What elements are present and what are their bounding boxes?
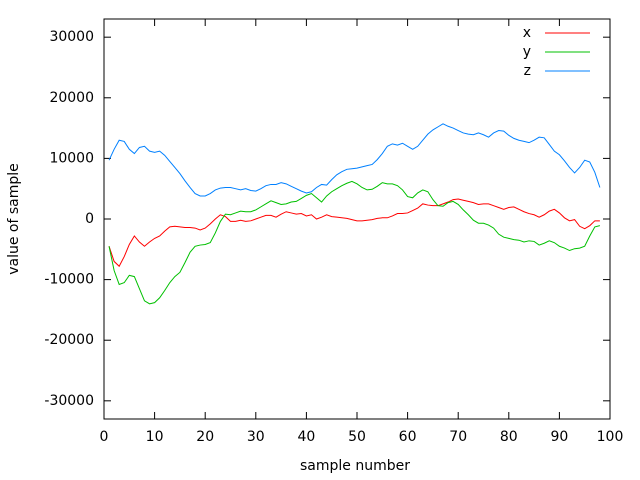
- x-tick-label: 70: [449, 429, 467, 445]
- y-tick-label: -30000: [44, 393, 94, 409]
- series-line: [108, 198, 600, 268]
- x-tick-label: 50: [348, 429, 366, 445]
- legend-label: x: [523, 25, 531, 41]
- x-tick-label: 30: [247, 429, 265, 445]
- x-tick-label: 80: [500, 429, 518, 445]
- series-line: [108, 180, 600, 305]
- legend-label: z: [524, 63, 531, 79]
- x-tick-label: 0: [100, 429, 109, 445]
- y-tick-label: -10000: [44, 272, 94, 288]
- x-tick-label: 60: [399, 429, 417, 445]
- x-tick-label: 100: [597, 429, 624, 445]
- y-axis-label: value of sample: [6, 163, 22, 275]
- y-tick-label: -20000: [44, 332, 94, 348]
- x-tick-label: 40: [297, 429, 315, 445]
- x-axis-label: sample number: [300, 458, 410, 474]
- series-line: [108, 123, 601, 197]
- x-tick-label: 90: [550, 429, 568, 445]
- plot-border: [103, 18, 611, 420]
- legend-label: y: [523, 44, 531, 60]
- x-tick-label: 10: [146, 429, 164, 445]
- y-tick-label: 10000: [49, 150, 94, 166]
- y-tick-label: 0: [85, 211, 94, 227]
- y-tick-label: 30000: [49, 29, 94, 45]
- y-tick-label: 20000: [49, 90, 94, 106]
- x-tick-label: 20: [196, 429, 214, 445]
